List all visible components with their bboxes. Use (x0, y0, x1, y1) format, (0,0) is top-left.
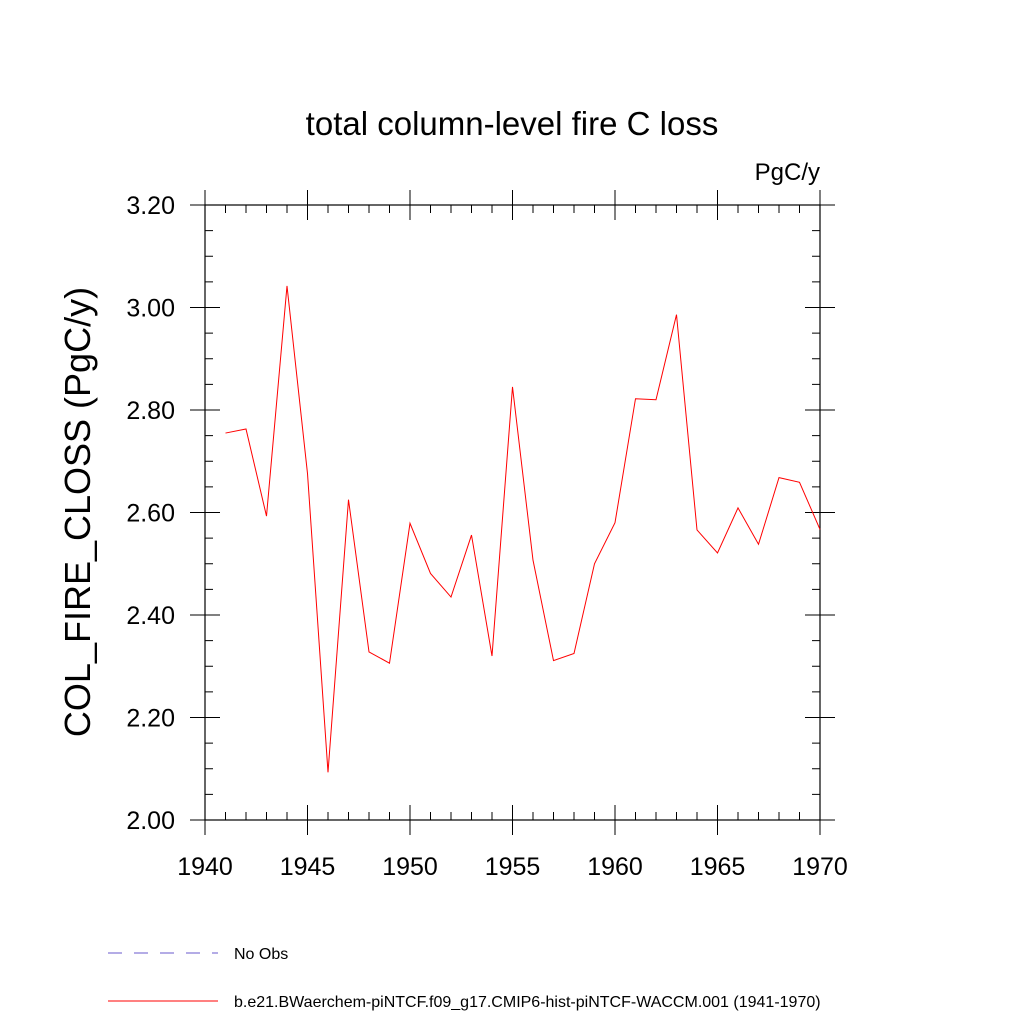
y-tick-label: 2.00 (126, 807, 175, 835)
axis-ticks (190, 190, 835, 835)
y-tick-label: 3.20 (126, 192, 175, 220)
y-tick-label: 2.40 (126, 602, 175, 630)
y-tick-label: 3.00 (126, 295, 175, 323)
x-tick-label: 1965 (690, 853, 746, 881)
units-label: PgC/y (755, 159, 820, 186)
x-tick-label: 1950 (382, 853, 438, 881)
x-tick-label: 1970 (792, 853, 848, 881)
legend-label-model: b.e21.BWaerchem-piNTCF.f09_g17.CMIP6-his… (234, 994, 821, 1011)
y-axis-label: COL_FIRE_CLOSS (PgC/y) (57, 287, 98, 737)
y-tick-label: 2.60 (126, 500, 175, 528)
x-tick-label: 1955 (485, 853, 541, 881)
tick-labels: 1940 1945 1950 1955 1960 1965 1970 2.00 2.20 2.40… (126, 192, 847, 881)
y-tick-label: 2.80 (126, 397, 175, 425)
legend-label-no-obs: No Obs (234, 946, 288, 963)
x-tick-label: 1960 (587, 853, 643, 881)
chart-title: total column-level fire C loss (306, 105, 719, 142)
y-tick-label: 2.20 (126, 705, 175, 733)
x-tick-label: 1945 (280, 853, 336, 881)
legend: No Obs b.e21.BWaerchem-piNTCF.f09_g17.CM… (108, 946, 821, 1011)
series-group (225, 285, 821, 773)
series-line (225, 285, 821, 773)
plot-frame (204, 204, 821, 821)
x-tick-label: 1940 (177, 853, 233, 881)
